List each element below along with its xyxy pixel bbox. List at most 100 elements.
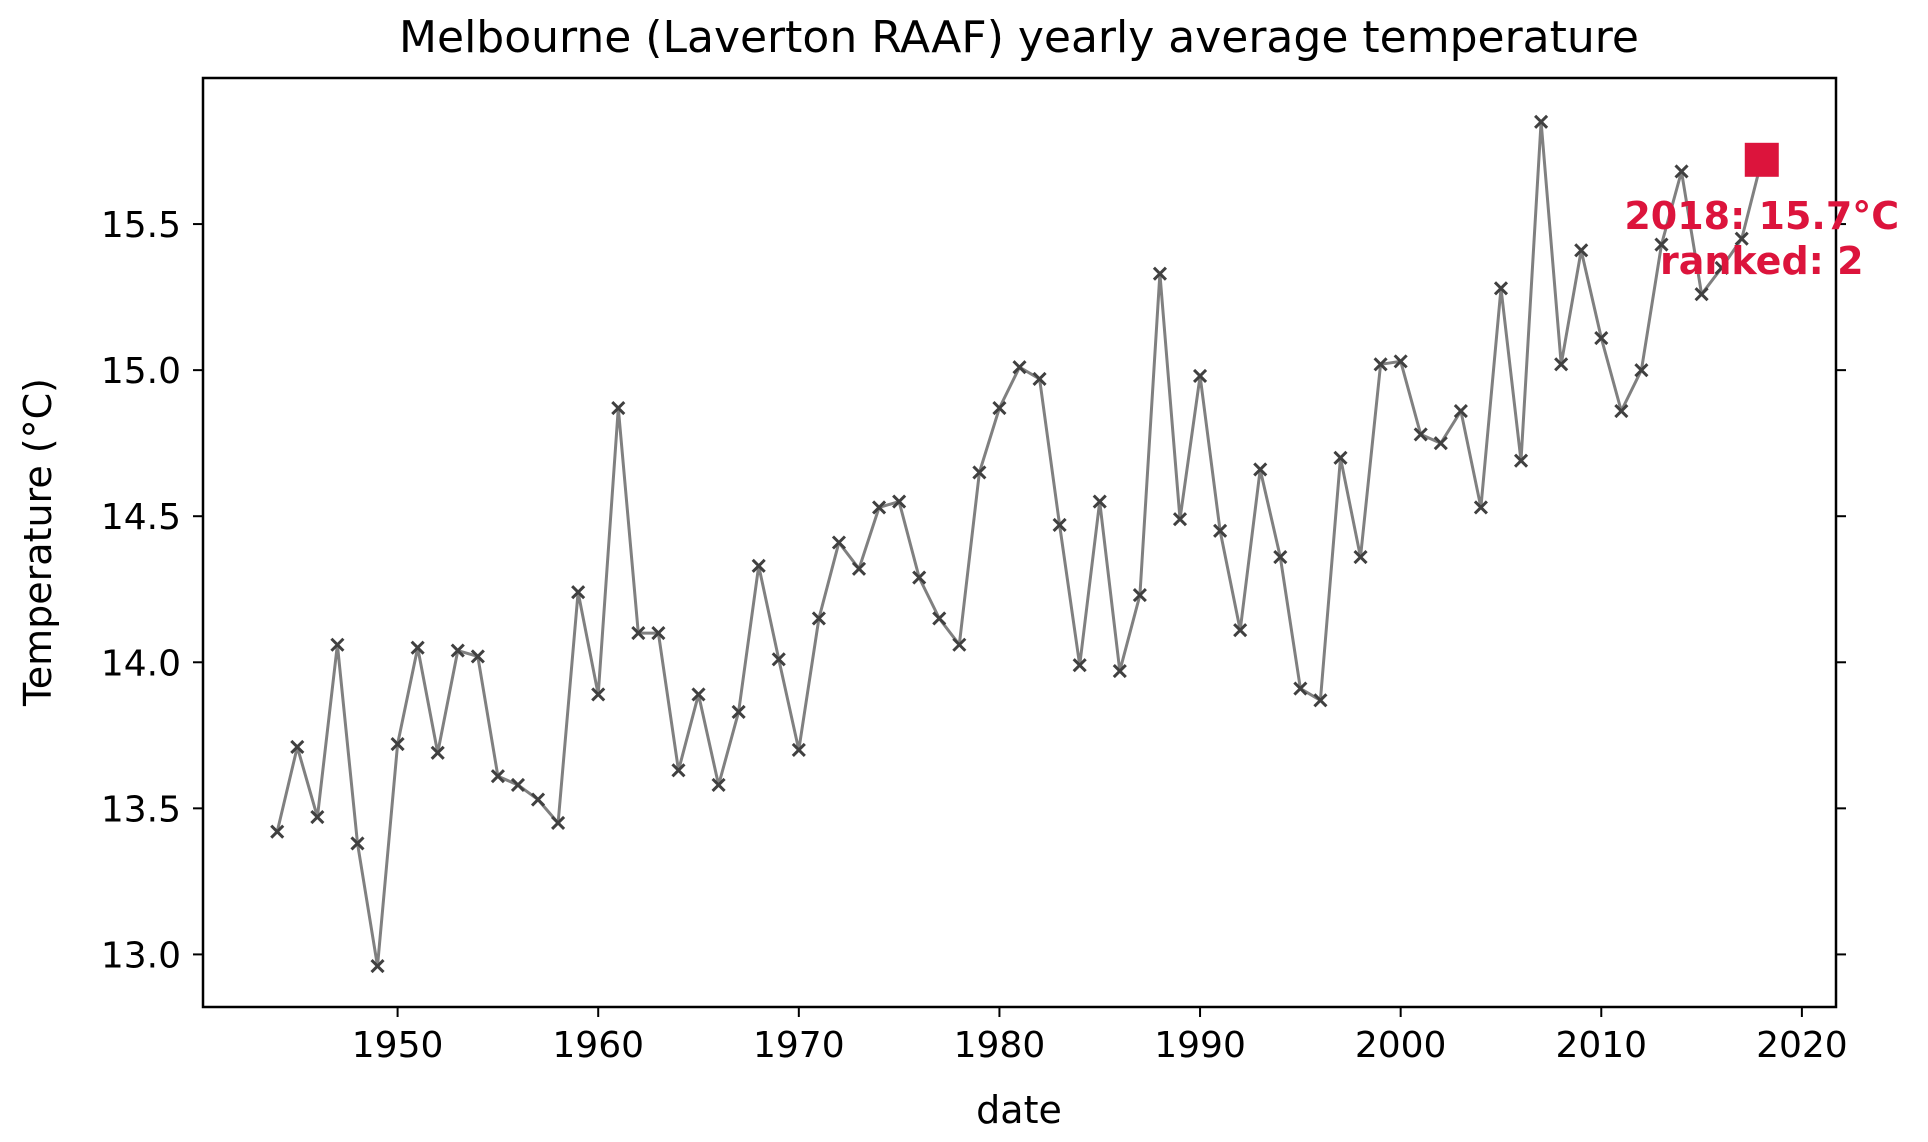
highlight-label-value: 2018: 15.7°C <box>1624 194 1899 238</box>
data-point-marker <box>1012 360 1027 375</box>
data-point-marker <box>1253 462 1268 477</box>
y-tick-label: 13.0 <box>101 935 181 976</box>
x-tick-label: 1960 <box>552 1025 644 1066</box>
data-point-marker <box>1273 550 1288 565</box>
data-point-marker <box>1333 450 1348 465</box>
data-point-marker <box>1694 287 1709 302</box>
data-point-marker <box>1072 658 1087 673</box>
data-point-marker <box>1393 354 1408 369</box>
data-point-marker <box>972 465 987 480</box>
x-tick-label: 1990 <box>1154 1025 1246 1066</box>
data-point-marker <box>932 611 947 626</box>
data-point-marker <box>771 652 786 667</box>
data-point-marker <box>1594 330 1609 346</box>
data-point-marker <box>1172 512 1188 527</box>
data-point-marker <box>350 836 365 851</box>
data-point-marker <box>831 535 847 550</box>
data-point-marker <box>591 687 606 702</box>
x-tick-label: 2010 <box>1555 1025 1647 1066</box>
data-point-marker <box>631 626 646 641</box>
y-tick-label: 15.0 <box>101 351 181 392</box>
data-point-marker <box>1132 588 1147 603</box>
data-point-marker <box>791 742 806 757</box>
data-point-marker <box>1493 281 1509 296</box>
x-tick-label: 1980 <box>954 1025 1046 1066</box>
data-point-marker <box>671 763 686 778</box>
data-point-marker <box>370 959 385 974</box>
data-point-marker <box>551 815 566 831</box>
data-point-marker <box>811 611 826 626</box>
data-point-marker <box>1513 453 1529 468</box>
x-tick-label: 1970 <box>753 1025 845 1066</box>
highlight-label-rank: ranked: 2 <box>1660 239 1864 283</box>
data-point-marker <box>270 824 285 839</box>
data-point-marker <box>1152 266 1167 281</box>
data-point-marker <box>470 649 485 664</box>
data-point-marker <box>912 570 927 585</box>
plot-frame <box>201 76 1838 1009</box>
data-point-marker <box>952 637 967 652</box>
y-axis-label: Temperature (°C) <box>16 378 60 707</box>
data-point-marker <box>1453 403 1468 419</box>
data-point-marker <box>691 687 706 702</box>
data-point-marker <box>992 401 1007 416</box>
data-point-marker <box>1293 681 1308 696</box>
data-point-marker <box>571 585 586 600</box>
data-point-marker <box>1032 371 1047 386</box>
data-point-marker <box>1534 114 1549 129</box>
data-point-marker <box>1473 500 1488 515</box>
data-point-marker <box>651 626 666 641</box>
data-point-marker <box>1554 357 1569 372</box>
x-axis-ticks: 1950 1960 1970 1980 1990 2000 2010 2020 <box>352 1007 1848 1066</box>
data-point-marker <box>310 810 325 825</box>
data-point-marker <box>711 777 726 793</box>
data-point-marker <box>490 769 505 784</box>
y-axis-ticks: 13.0 13.5 14.0 14.5 15.0 15.5 <box>101 205 1846 976</box>
data-point-marker <box>1192 368 1208 384</box>
data-point-marker <box>1112 663 1127 679</box>
data-point-marker <box>330 637 345 652</box>
y-tick-label: 15.5 <box>101 205 181 246</box>
x-axis-label: date <box>976 1088 1062 1132</box>
data-point-marker <box>1714 260 1729 275</box>
temperature-series-markers <box>270 114 1749 974</box>
data-point-marker <box>1413 427 1428 442</box>
data-point-marker <box>1614 403 1629 419</box>
highlight-marker-2018 <box>1744 142 1779 177</box>
data-point-marker <box>751 558 766 573</box>
data-point-marker <box>1313 693 1328 708</box>
y-tick-label: 14.5 <box>101 497 181 538</box>
data-point-marker <box>410 640 425 655</box>
data-point-marker <box>1634 363 1649 378</box>
data-point-marker <box>892 494 907 509</box>
data-point-marker <box>450 643 465 658</box>
data-point-marker <box>510 777 526 793</box>
temperature-series-line <box>275 120 1764 968</box>
data-point-marker <box>1213 523 1228 538</box>
x-tick-label: 2020 <box>1756 1025 1848 1066</box>
data-point-marker <box>1233 623 1248 638</box>
data-point-marker <box>872 500 887 515</box>
x-tick-label: 2000 <box>1355 1025 1447 1066</box>
chart-title: Melbourne (Laverton RAAF) yearly average… <box>399 12 1639 63</box>
data-point-marker <box>1674 164 1689 179</box>
data-point-marker <box>530 792 546 807</box>
data-point-marker <box>1092 494 1107 509</box>
data-point-marker <box>1734 231 1749 246</box>
data-point-marker <box>611 401 626 416</box>
data-point-marker <box>1373 357 1388 372</box>
data-point-marker <box>1433 436 1448 451</box>
data-point-marker <box>1052 517 1067 533</box>
data-point-marker <box>731 704 746 720</box>
data-point-marker <box>851 561 867 576</box>
data-point-marker <box>390 737 405 752</box>
data-point-marker <box>290 739 305 755</box>
data-point-marker <box>430 745 445 760</box>
data-point-marker <box>1654 237 1669 252</box>
y-tick-label: 13.5 <box>101 789 181 830</box>
y-tick-label: 14.0 <box>101 643 181 684</box>
data-point-marker <box>1353 550 1368 565</box>
data-point-marker <box>1574 243 1589 258</box>
